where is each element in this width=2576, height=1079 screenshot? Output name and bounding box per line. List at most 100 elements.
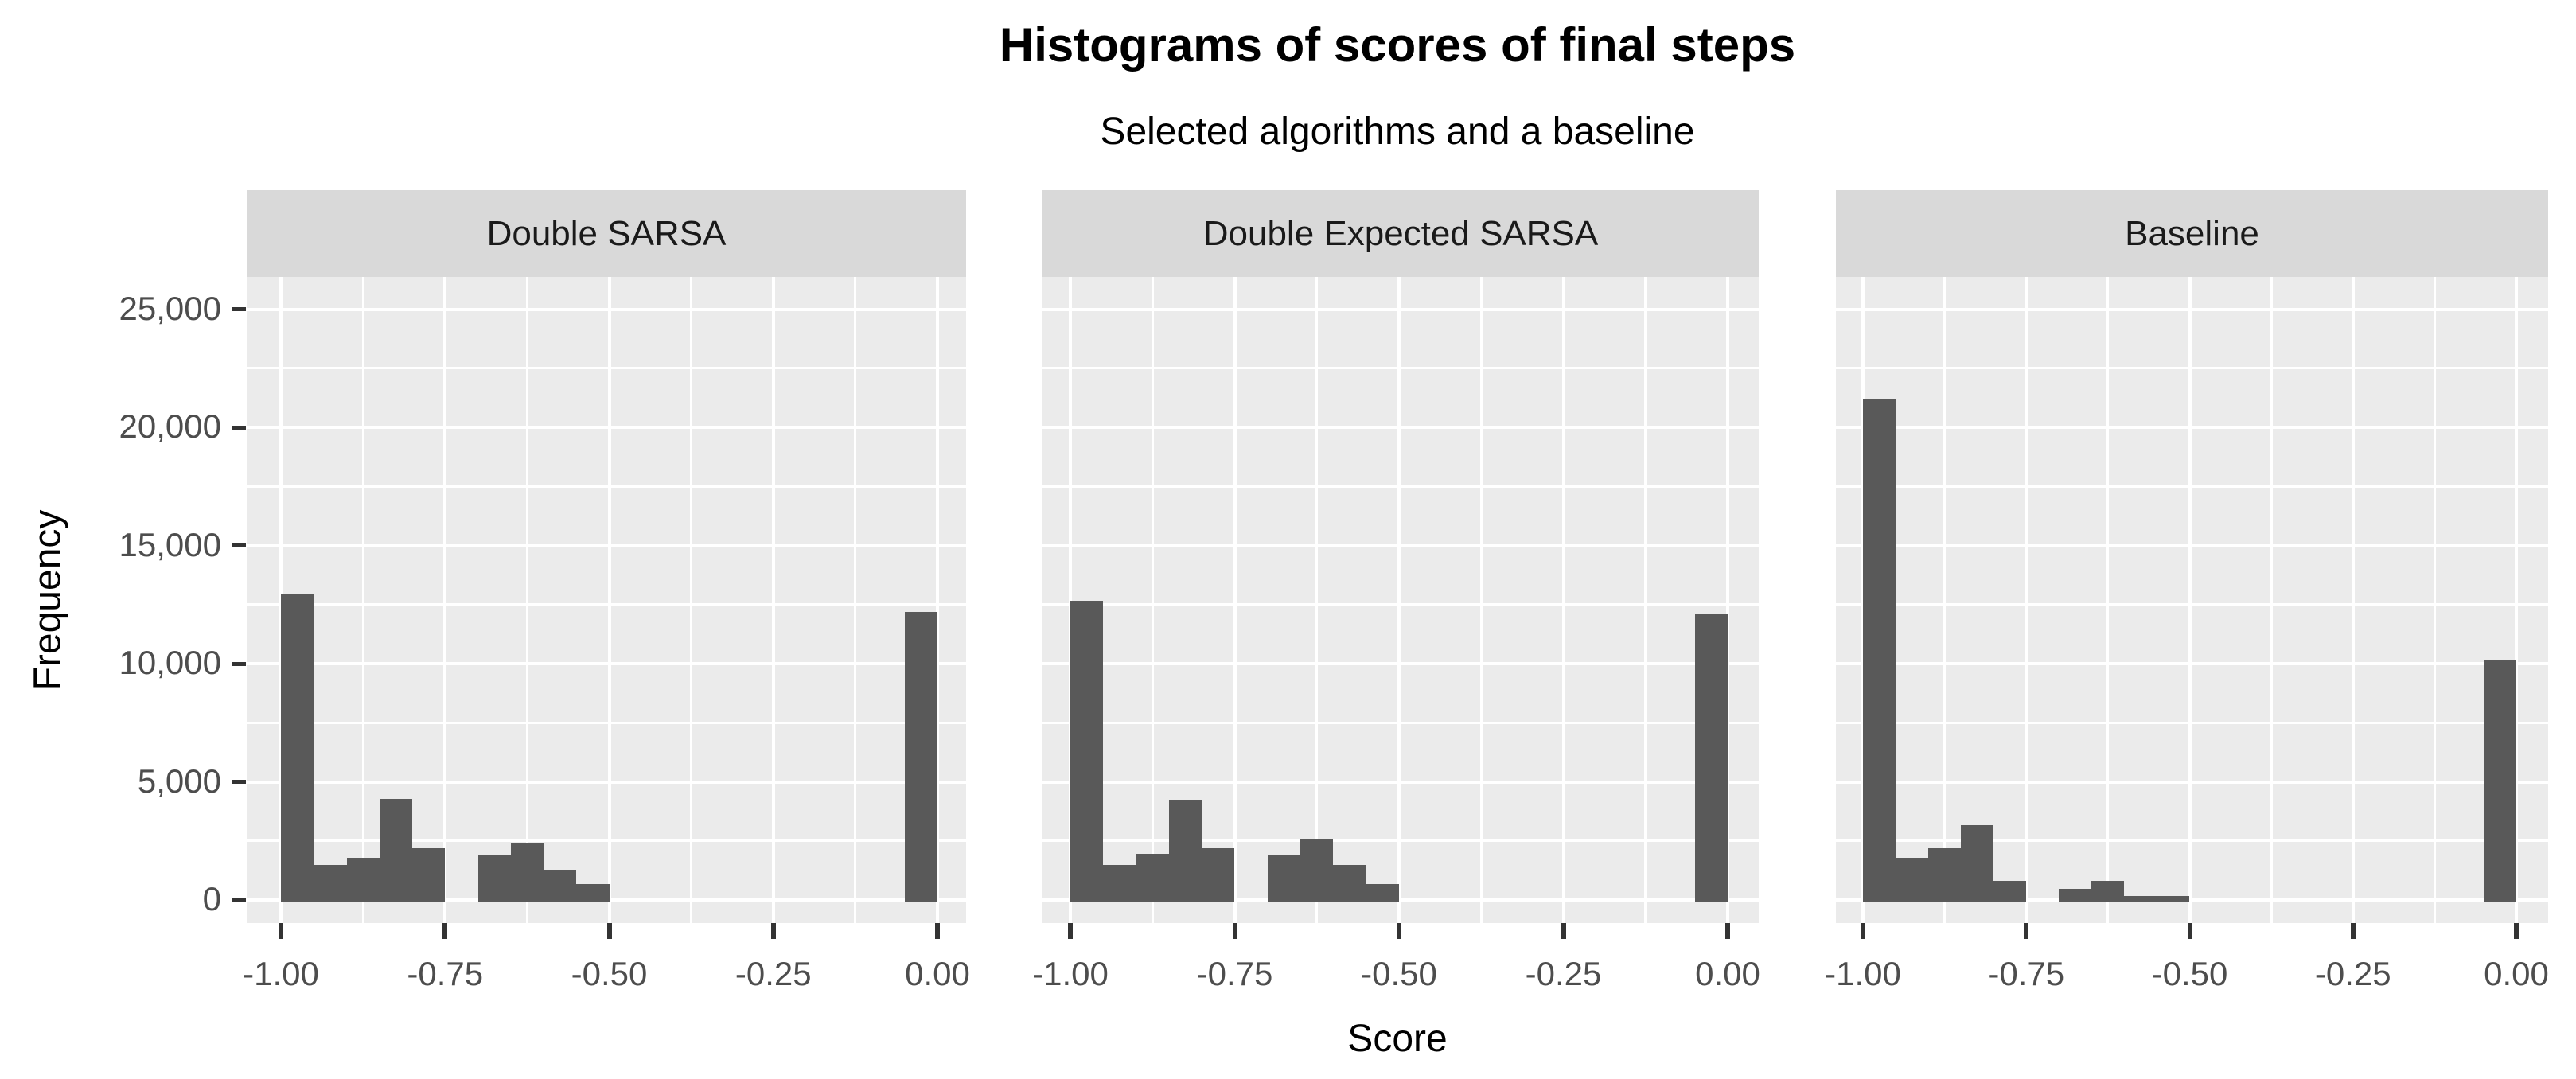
gridline-x-minor [2270, 277, 2273, 923]
x-tick-mark [1725, 923, 1730, 939]
histogram-bar [1267, 855, 1301, 902]
facet-strip: Double Expected SARSA [1042, 190, 1759, 277]
gridline-y-minor [1836, 485, 2548, 488]
chart-title: Histograms of scores of final steps [999, 18, 1796, 72]
gridline-y-minor [1042, 367, 1759, 370]
x-tick-label: -0.50 [571, 955, 648, 992]
y-tick-label: 15,000 [119, 525, 221, 563]
gridline-y-major [247, 662, 966, 665]
x-tick-label: -0.25 [1525, 955, 1602, 992]
gridline-y-major [1836, 780, 2548, 784]
y-tick-label: 0 [202, 880, 221, 917]
histogram-bar [2124, 895, 2157, 902]
histogram-bar [576, 884, 610, 902]
gridline-y-minor [247, 603, 966, 606]
gridline-x-minor [1943, 277, 1947, 923]
x-tick-mark [2187, 923, 2192, 939]
facet-strip-label: Double SARSA [486, 213, 727, 253]
facet-panel [1042, 277, 1759, 923]
x-tick-label: -0.50 [2151, 955, 2228, 992]
x-tick-mark [770, 923, 776, 939]
x-tick-label: 0.00 [905, 955, 970, 992]
gridline-x-major [1233, 277, 1237, 923]
x-tick-label: -0.75 [407, 955, 484, 992]
x-tick-label: -0.75 [1196, 955, 1273, 992]
gridline-y-major [247, 307, 966, 311]
gridline-y-major [1836, 426, 2548, 429]
gridline-x-major [1726, 277, 1729, 923]
gridline-x-major [1069, 277, 1072, 923]
facet-strip-label: Baseline [2125, 213, 2259, 253]
gridline-y-major [247, 426, 966, 429]
x-tick-mark [935, 923, 940, 939]
x-tick-mark [279, 923, 283, 939]
x-tick-label: 0.00 [1695, 955, 1760, 992]
gridline-y-minor [247, 485, 966, 488]
histogram-bar [1961, 825, 1994, 902]
gridline-x-minor [1315, 277, 1319, 923]
x-tick-label: -1.00 [243, 955, 319, 992]
x-tick-mark [1397, 923, 1401, 939]
gridline-x-major [771, 277, 775, 923]
gridline-x-minor [361, 277, 364, 923]
y-tick-mark [232, 898, 246, 902]
facet-strip: Double SARSA [247, 190, 966, 277]
gridline-y-minor [1836, 721, 2548, 724]
gridline-y-minor [1042, 603, 1759, 606]
y-tick-mark [232, 661, 246, 666]
histogram-bar [314, 865, 347, 902]
gridline-x-minor [1151, 277, 1154, 923]
x-tick-label: -1.00 [1032, 955, 1109, 992]
gridline-y-major [247, 543, 966, 547]
histogram-bar [412, 847, 446, 902]
gridline-x-minor [854, 277, 857, 923]
histogram-bar [1202, 847, 1235, 902]
gridline-y-major [1042, 426, 1759, 429]
gridline-y-major [1836, 307, 2548, 311]
facet-panel [247, 277, 966, 923]
histogram-bar [1694, 614, 1728, 902]
x-tick-mark [2024, 923, 2029, 939]
histogram-bar [904, 611, 937, 902]
x-tick-mark [1232, 923, 1237, 939]
facet-panel [1836, 277, 2548, 923]
gridline-x-minor [2106, 277, 2110, 923]
gridline-x-minor [690, 277, 693, 923]
histogram-bar [379, 798, 412, 902]
x-tick-mark [2350, 923, 2356, 939]
histogram-bar [1168, 799, 1202, 902]
y-tick-label: 10,000 [119, 644, 221, 681]
gridline-y-major [1042, 898, 1759, 902]
x-axis-title: Score [1347, 1018, 1448, 1060]
y-tick-label: 25,000 [119, 289, 221, 327]
gridline-x-minor [525, 277, 528, 923]
facet-strip-label: Double Expected SARSA [1202, 213, 1599, 253]
gridline-x-major [607, 277, 611, 923]
x-tick-mark [1861, 923, 1865, 939]
gridline-x-major [443, 277, 447, 923]
histogram-bar [2091, 880, 2125, 902]
gridline-y-minor [1042, 485, 1759, 488]
gridline-y-minor [1836, 367, 2548, 370]
gridline-y-minor [247, 721, 966, 724]
gridline-y-minor [1042, 721, 1759, 724]
gridline-y-major [1836, 898, 2548, 902]
histogram-bar [1103, 865, 1136, 902]
chart-subtitle: Selected algorithms and a baseline [1100, 111, 1695, 153]
x-tick-label: 0.00 [2484, 955, 2549, 992]
x-tick-mark [1068, 923, 1073, 939]
gridline-y-minor [247, 367, 966, 370]
histogram-bar [1928, 847, 1962, 902]
gridline-y-major [1836, 662, 2548, 665]
gridline-x-major [2188, 277, 2192, 923]
histogram-bar [2059, 888, 2092, 902]
histogram-bar [1863, 399, 1896, 902]
x-tick-label: -0.50 [1361, 955, 1437, 992]
y-tick-mark [232, 307, 246, 311]
gridline-x-minor [2433, 277, 2436, 923]
y-tick-mark [232, 425, 246, 430]
y-tick-label: 5,000 [137, 762, 221, 800]
gridline-y-major [1042, 662, 1759, 665]
gridline-x-minor [1644, 277, 1647, 923]
